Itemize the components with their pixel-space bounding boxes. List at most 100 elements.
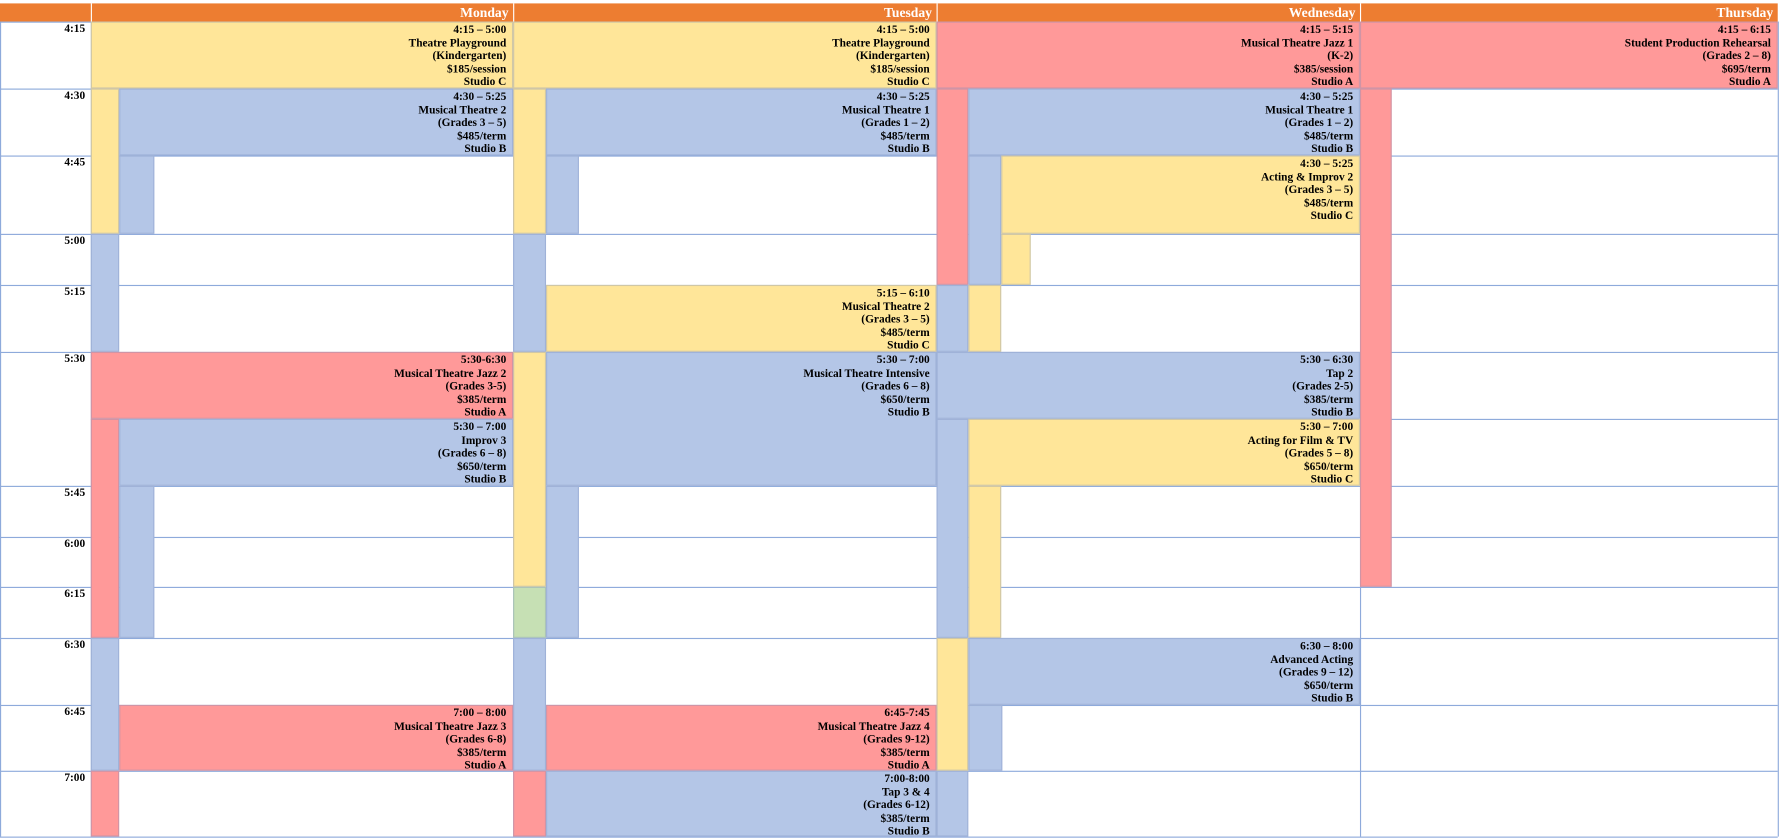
- class-text: (Grades 6-12): [863, 799, 930, 812]
- color-strip: [513, 637, 547, 771]
- class-text: $485/term: [880, 326, 930, 340]
- class-text: (Grades 6 – 8): [861, 380, 930, 393]
- time-label: 5:00: [64, 234, 86, 248]
- class-text: 4:15 – 5:00: [453, 23, 507, 37]
- class-text: (Grades 3 – 5): [1284, 184, 1354, 197]
- class-block: 4:15 – 5:00 Theatre Playground (Kindergart…: [513, 21, 937, 89]
- class-text: Studio B: [1311, 692, 1354, 705]
- class-text: 4:30 – 5:25: [453, 90, 507, 104]
- class-text: (Grades 3 – 5): [437, 117, 507, 130]
- color-strip: [968, 704, 1003, 771]
- class-text: (Grades 5 – 8): [1284, 447, 1354, 460]
- class-text: (Grades 6-8): [445, 733, 507, 746]
- class-text: Musical Theatre 2: [418, 103, 507, 117]
- class-block: 5:15 – 6:10 Musical Theatre 2 (Grades 3 – …: [546, 284, 937, 352]
- class-text: (Kindergarten): [432, 50, 507, 63]
- time-label: 6:15: [64, 587, 86, 601]
- class-text: Student Production Rehearsal: [1624, 36, 1771, 50]
- class-block: 5:30 – 6:30 Tap 2 (Grades 2-5) $385/term Stu…: [936, 351, 1360, 419]
- color-strip: [90, 770, 120, 837]
- class-text: Studio B: [887, 143, 930, 156]
- color-strip: [936, 637, 969, 771]
- time-label: 5:15: [64, 286, 86, 299]
- class-text: $485/term: [880, 130, 930, 143]
- class-text: Theatre Playground: [832, 36, 930, 50]
- class-text: 6:30 – 8:00: [1300, 640, 1354, 653]
- class-text: 4:15 – 5:00: [876, 23, 930, 37]
- class-text: Musical Theatre Jazz 4: [817, 720, 930, 733]
- color-strip: [90, 418, 120, 638]
- class-text: $650/term: [1303, 460, 1354, 474]
- time-label: 5:30: [64, 353, 86, 366]
- class-text: $485/term: [1303, 197, 1354, 210]
- grid-line: [0, 836, 1778, 838]
- class-text: Studio C: [1310, 473, 1354, 486]
- class-block: 5:30 – 7:00 Improv 3 (Grades 6 – 8) $650/te…: [119, 418, 514, 486]
- color-strip: [513, 88, 547, 234]
- class-text: 6:45-7:45: [884, 707, 930, 720]
- class-text: $695/term: [1721, 63, 1771, 76]
- class-text: $185/session: [870, 63, 930, 76]
- grid-line: [1777, 21, 1779, 837]
- class-text: Musical Theatre Jazz 3: [394, 720, 507, 733]
- color-strip: [1359, 88, 1392, 587]
- grid-line: [0, 21, 2, 837]
- color-strip: [90, 88, 120, 234]
- color-strip: [90, 637, 120, 771]
- class-block: 5:30 – 7:00 Musical Theatre Intensive (Gra…: [546, 351, 937, 486]
- class-text: Advanced Acting: [1270, 653, 1354, 666]
- color-strip: [119, 155, 155, 234]
- class-text: 4:15 – 5:15: [1300, 23, 1354, 37]
- class-text: Studio A: [1311, 76, 1354, 89]
- class-text: Tap 2: [1326, 367, 1354, 380]
- time-label: 6:45: [64, 706, 86, 719]
- class-text: $385/session: [1293, 63, 1354, 76]
- time-label: 6:00: [64, 538, 86, 551]
- class-text: Studio B: [887, 825, 930, 837]
- class-text: (Grades 3-5): [445, 380, 507, 393]
- class-text: $650/term: [457, 460, 507, 474]
- color-strip: [1001, 233, 1031, 285]
- class-text: Studio B: [887, 406, 930, 420]
- class-text: Tap 3 & 4: [881, 786, 930, 799]
- class-text: (K-2): [1327, 50, 1354, 63]
- class-text: (Grades 9-12): [863, 733, 930, 746]
- grid-line: [0, 637, 1778, 640]
- class-block: 4:30 – 5:25 Musical Theatre 1 (Grades 1 – …: [546, 88, 937, 156]
- class-text: Musical Theatre 2: [841, 300, 930, 313]
- class-text: Acting for Film & TV: [1247, 434, 1354, 447]
- class-block: 7:00 – 8:00 Musical Theatre Jazz 3 (Grades…: [119, 704, 514, 771]
- class-text: 4:30 – 5:25: [1300, 90, 1354, 104]
- class-text: (Grades 1 – 2): [1284, 117, 1354, 130]
- class-text: $650/term: [1303, 679, 1354, 693]
- class-text: (Grades 2 – 8): [1702, 50, 1771, 63]
- class-text: $385/term: [880, 812, 930, 825]
- color-strip: [968, 485, 1002, 638]
- grid-line: [0, 233, 1778, 235]
- class-text: (Grades 1 – 2): [861, 117, 930, 130]
- class-text: Studio B: [464, 473, 507, 486]
- class-block: 4:15 – 5:15 Musical Theatre Jazz 1 (K-2) $3…: [936, 21, 1360, 89]
- class-text: Studio C: [887, 339, 930, 352]
- class-text: Studio A: [1728, 76, 1771, 89]
- class-text: 7:00-8:00: [884, 773, 930, 786]
- class-block: 6:30 – 8:00 Advanced Acting (Grades 9 – 12…: [968, 637, 1360, 705]
- class-text: (Grades 3 – 5): [861, 313, 930, 326]
- class-text: Musical Theatre 1: [1265, 103, 1354, 117]
- time-label: 4:30: [64, 89, 86, 103]
- class-text: 5:30 – 7:00: [1300, 421, 1354, 434]
- color-strip: [90, 233, 120, 352]
- time-label: 4:45: [64, 156, 86, 170]
- grid-line: [0, 155, 1778, 157]
- class-text: (Grades 6 – 8): [437, 447, 507, 460]
- class-text: Musical Theatre 1: [841, 103, 930, 117]
- color-strip: [936, 284, 969, 352]
- class-text: Studio C: [887, 76, 930, 89]
- color-strip: [513, 586, 547, 638]
- class-text: 7:00 – 8:00: [453, 707, 507, 720]
- grid-line: [0, 586, 1778, 588]
- time-label: 5:45: [64, 486, 86, 500]
- header-bar: [0, 3, 1778, 22]
- class-text: $385/term: [1303, 393, 1354, 407]
- color-strip: [513, 770, 547, 837]
